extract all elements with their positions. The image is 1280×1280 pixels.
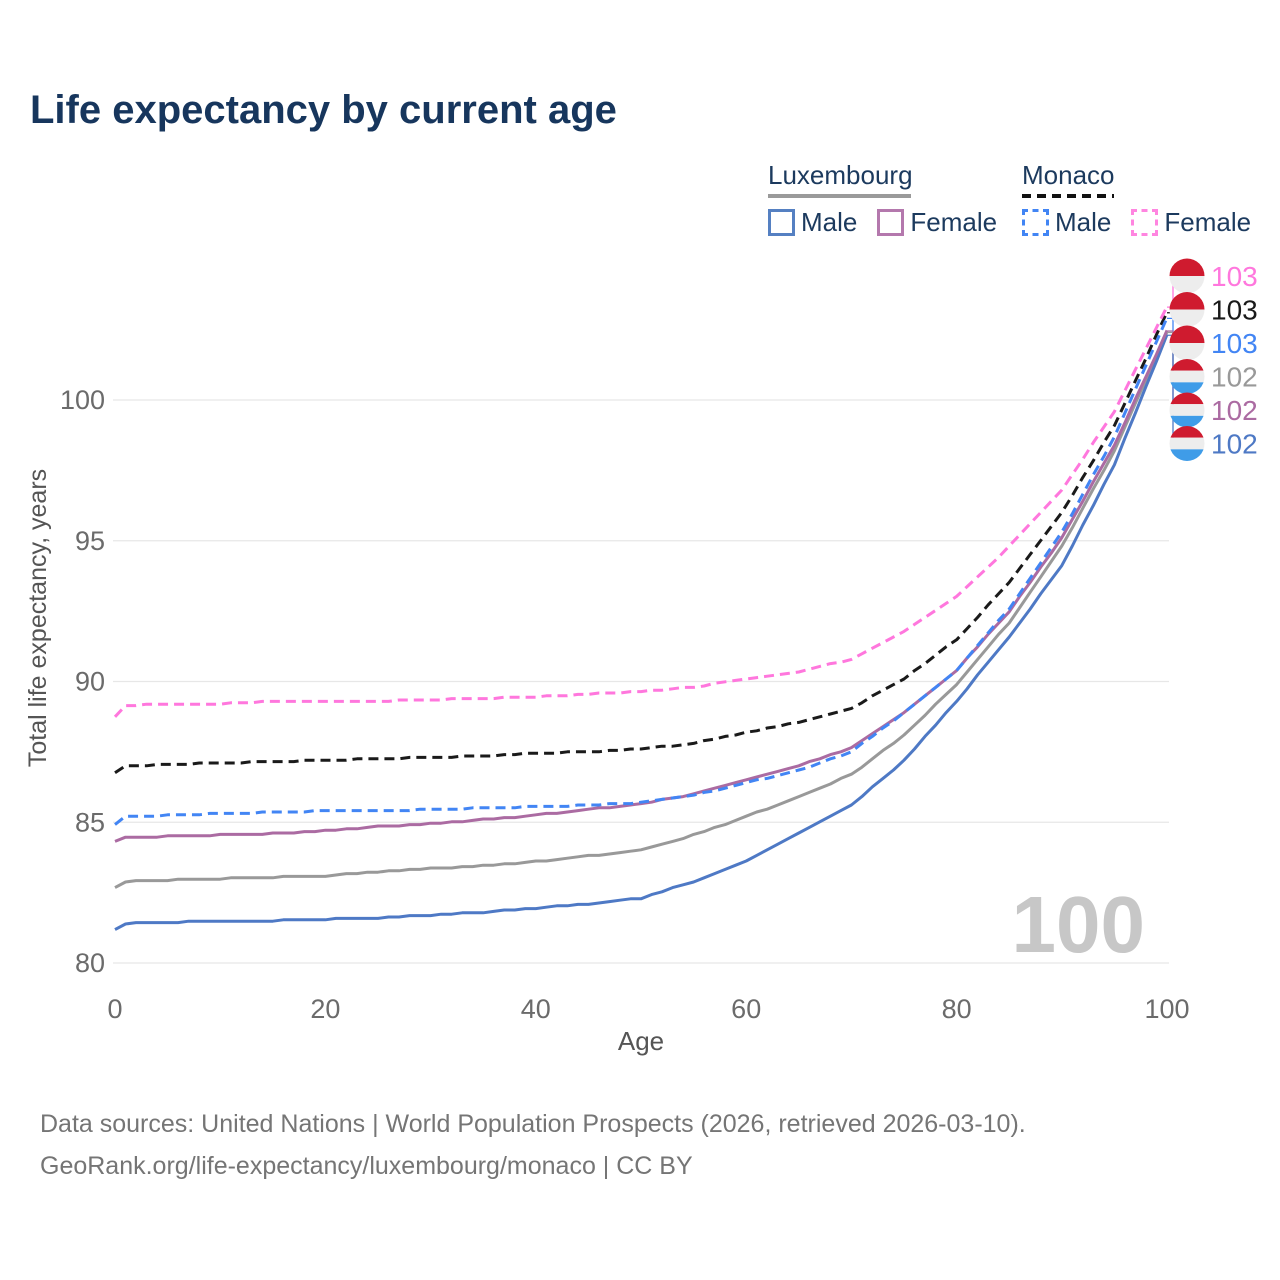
legend-item-monaco-female[interactable]: Female — [1131, 207, 1251, 238]
series-line-monaco-male[interactable] — [114, 317, 1169, 826]
series-line-monaco-female[interactable] — [113, 305, 1169, 718]
legend-swatch-luxembourg-male[interactable] — [768, 209, 795, 236]
flag-icon-luxembourg — [1169, 426, 1205, 461]
legend-item-label: Female — [910, 207, 998, 237]
series-line-luxembourg-total[interactable] — [114, 331, 1169, 889]
y-tick-label: 85 — [75, 807, 105, 837]
series-line-luxembourg-male[interactable] — [114, 334, 1169, 931]
page-title: Life expectancy by current age — [30, 88, 617, 132]
x-tick-label: 20 — [310, 994, 340, 1024]
y-tick-label: 100 — [60, 385, 105, 415]
y-tick-label: 90 — [75, 667, 105, 697]
series-line-monaco-total[interactable] — [114, 311, 1169, 775]
x-tick-label: 60 — [731, 994, 761, 1024]
x-tick-label: 0 — [107, 994, 122, 1024]
footer-attribution: GeoRank.org/life-expectancy/luxembourg/m… — [40, 1152, 693, 1180]
end-label-value: 103 — [1211, 328, 1258, 359]
x-axis-title: Age — [618, 1026, 664, 1056]
age-watermark: 100 — [1012, 880, 1145, 969]
x-tick-label: 100 — [1144, 994, 1189, 1024]
legend-swatch-monaco-male[interactable] — [1022, 209, 1049, 236]
y-tick-label: 80 — [75, 948, 105, 978]
legend-group-luxembourg: Luxembourg Male Female — [768, 160, 997, 238]
legend-item-label: Male — [1055, 207, 1112, 237]
end-label-value: 103 — [1211, 295, 1258, 326]
legend-group-monaco: Monaco Male Female — [1022, 160, 1251, 238]
legend-item-luxembourg-male[interactable]: Male — [768, 207, 857, 238]
legend-item-monaco-male[interactable]: Male — [1022, 207, 1111, 238]
legend-swatch-luxembourg-female[interactable] — [877, 209, 905, 236]
flag-icon-luxembourg — [1169, 359, 1205, 394]
legend-underline-dashed — [1022, 194, 1114, 198]
x-tick-label: 80 — [942, 994, 972, 1024]
end-label-value: 102 — [1211, 362, 1258, 393]
legend-underline-solid — [768, 194, 911, 198]
legend-header-monaco[interactable]: Monaco — [1022, 160, 1115, 190]
flag-icon-luxembourg — [1169, 392, 1205, 428]
flag-icon-monaco — [1169, 292, 1205, 327]
footer-data-sources: Data sources: United Nations | World Pop… — [40, 1110, 1026, 1138]
y-axis-title: Total life expectancy, years — [24, 469, 52, 767]
legend-header-luxembourg[interactable]: Luxembourg — [768, 160, 913, 190]
legend-swatch-monaco-female[interactable] — [1131, 209, 1159, 236]
flag-icon-monaco — [1169, 325, 1205, 361]
end-label-value: 102 — [1211, 429, 1258, 460]
flag-icon-monaco — [1169, 258, 1205, 294]
legend-item-label: Female — [1164, 207, 1252, 237]
legend-item-luxembourg-female[interactable]: Female — [877, 207, 997, 238]
x-tick-label: 40 — [521, 994, 551, 1024]
legend-item-label: Male — [801, 207, 858, 237]
y-tick-label: 95 — [75, 526, 105, 556]
end-label-value: 103 — [1211, 261, 1258, 292]
end-label-value: 102 — [1211, 395, 1258, 426]
series-line-luxembourg-female[interactable] — [114, 329, 1169, 843]
